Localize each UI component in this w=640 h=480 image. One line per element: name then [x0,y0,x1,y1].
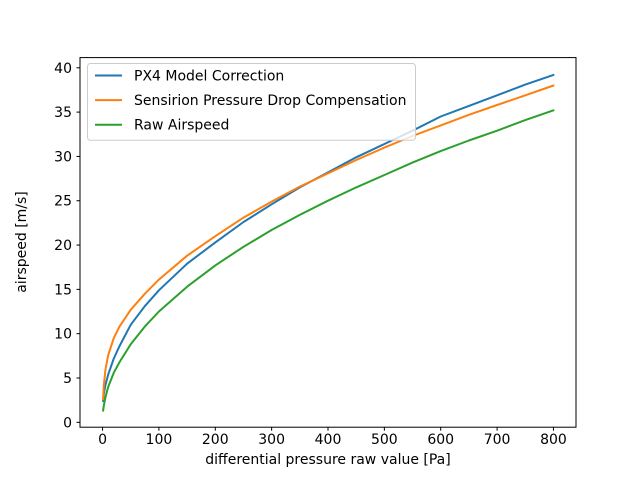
legend-box [87,63,416,141]
legend: PX4 Model Correction Sensirion Pressure D… [87,63,416,141]
legend-label: Raw Airspeed [134,118,229,134]
legend-label: PX4 Model Correction [134,69,284,85]
x-axis-label: differential pressure raw value [Pa] [205,452,451,468]
legend-entry-0: PX4 Model Correction [95,69,284,85]
x-tick-label: 0 [98,432,107,448]
x-tick-label: 700 [484,432,511,448]
series-line-2 [102,109,555,412]
x-tick-label: 400 [315,432,342,448]
y-tick-label: 15 [54,282,72,298]
x-tick-label: 500 [371,432,398,448]
series-line-0 [102,73,555,403]
y-tick-label: 5 [63,371,72,387]
y-tick-label: 35 [54,105,72,121]
y-tick-label: 40 [54,61,72,77]
y-tick-label: 20 [54,238,72,254]
x-tick-label: 300 [258,432,285,448]
x-tick-label: 200 [202,432,229,448]
series-line-1 [102,84,555,401]
y-tick-label: 0 [63,415,72,431]
x-tick-label: 600 [427,432,454,448]
x-tick-label: 100 [146,432,173,448]
legend-label: Sensirion Pressure Drop Compensation [134,93,407,109]
legend-entry-1: Sensirion Pressure Drop Compensation [95,93,407,109]
legend-entry-2: Raw Airspeed [95,118,229,134]
y-tick-label: 25 [54,194,72,210]
y-tick-label: 10 [54,327,72,343]
y-tick-label: 30 [54,149,72,165]
x-tick-label: 800 [540,432,567,448]
y-axis-label: airspeed [m/s] [14,191,30,293]
